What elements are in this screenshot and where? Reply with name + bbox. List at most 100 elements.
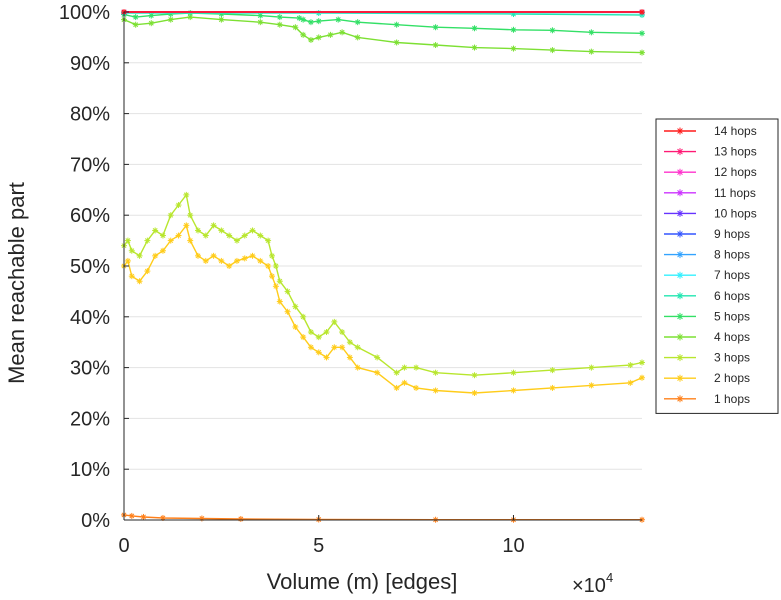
data-point [167,212,174,219]
data-point [276,298,283,305]
data-point [144,237,151,244]
data-point [354,364,361,371]
axes: 0% 10% 20% 30% 40% 50% 60% 70% 80% 90% 100% 0 5 10 [59,2,642,557]
data-point [276,21,283,28]
data-point [323,329,330,336]
x-tick-label: 0 [118,535,129,557]
data-point [471,372,478,379]
data-point [269,252,275,259]
grid-lines [124,62,642,470]
data-point [315,349,322,356]
data-point [292,24,299,31]
data-point [226,263,233,269]
data-point [195,252,201,259]
legend-label: 3 hops [714,351,750,365]
data-point [265,237,272,244]
data-point [432,24,439,31]
data-point [393,384,400,391]
legend-item: 14 hops [664,124,757,138]
data-point [323,354,330,361]
data-point [136,278,143,285]
data-point [374,369,381,376]
y-tick-label: 90% [70,53,110,75]
legend-item: 12 hops [664,165,757,179]
data-point [195,227,201,234]
legend-marker [676,333,684,341]
legend-label: 12 hops [714,165,757,179]
legend-marker [676,271,684,279]
data-point [152,227,159,234]
data-point [257,12,264,19]
legend-marker [676,354,684,362]
legend-label: 4 hops [714,330,750,344]
x-tick-label: 10 [502,535,524,557]
data-point [315,34,322,41]
legend-marker [676,395,684,403]
data-point [639,374,645,381]
y-tick-label: 70% [70,154,110,176]
data-point [510,387,517,394]
data-point [307,36,314,43]
data-point [510,26,517,33]
data-point [639,359,645,366]
data-point [233,237,240,244]
legend-marker [676,148,684,156]
legend-item: 2 hops [664,371,750,385]
data-point [549,47,556,54]
data-point [218,257,225,264]
legend-label: 14 hops [714,124,757,138]
legend-item: 3 hops [664,351,750,365]
y-tick-label: 0% [81,510,110,532]
data-point [128,273,135,280]
data-point [152,252,159,259]
data-point [265,263,272,269]
data-point [272,283,279,290]
legend-label: 5 hops [714,309,750,323]
data-point [339,29,346,36]
data-point [284,288,291,295]
y-tick-label: 40% [70,307,110,329]
legend-label: 13 hops [714,145,757,159]
data-point [300,334,307,341]
data-point [413,384,420,391]
data-point [226,232,233,239]
legend-label: 6 hops [714,289,750,303]
legend-marker [676,168,684,176]
data-point [432,42,439,49]
data-point [187,212,194,219]
legend-marker [676,312,684,320]
data-point [354,344,361,351]
data-point [284,308,291,315]
legend-item: 11 hops [664,186,756,200]
data-point [175,232,182,239]
data-point [549,367,556,374]
legend-marker [676,251,684,259]
legend-label: 8 hops [714,248,750,262]
series-line-5-hops [123,12,643,34]
data-point [175,202,182,209]
y-axis-label: Mean reachable part [4,182,29,384]
legend-item: 1 hops [664,392,750,406]
data-point [510,45,517,52]
y-tick-label: 60% [70,205,110,227]
data-point [292,323,299,330]
data-point [249,252,256,259]
data-point [269,273,275,280]
data-point [124,257,131,264]
data-point [218,16,225,23]
data-point [588,382,595,389]
data-point [639,49,645,56]
legend-label: 9 hops [714,227,750,241]
legend-label: 1 hops [714,392,750,406]
data-point [327,31,334,38]
data-point [132,21,139,28]
data-point [272,263,279,269]
legend-marker [676,127,684,135]
x-axis-multiplier-base: ×10 [572,575,606,597]
data-point [549,384,556,391]
data-point [432,369,439,376]
data-point [241,255,248,262]
data-point [202,232,209,239]
data-point [300,16,307,23]
